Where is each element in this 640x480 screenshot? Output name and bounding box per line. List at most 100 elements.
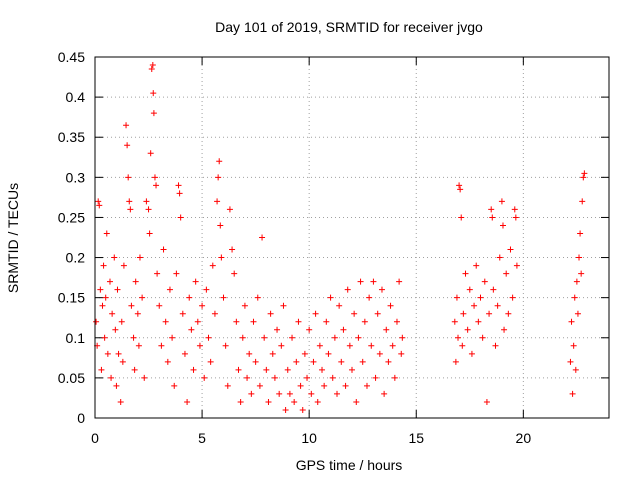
data-point (457, 186, 464, 193)
data-point (511, 206, 518, 213)
data-point (306, 326, 313, 333)
data-point (399, 334, 406, 341)
tick-labels: 0 0.05 0.1 0.15 0.2 0.25 0.3 0.35 0.4 0.45 0 5 10 15 2… (58, 49, 532, 446)
data-point (452, 358, 459, 365)
data-point (473, 262, 480, 269)
x-tick-label: 0 (91, 430, 99, 446)
data-point (282, 406, 289, 413)
data-point (114, 286, 121, 293)
data-point (127, 206, 134, 213)
data-point (141, 374, 148, 381)
data-point (196, 342, 203, 349)
data-point (101, 334, 108, 341)
data-point (370, 278, 377, 285)
data-point (286, 390, 293, 397)
data-point (263, 366, 270, 373)
data-point (568, 318, 575, 325)
data-point (134, 310, 141, 317)
data-point (471, 302, 478, 309)
data-point (124, 142, 131, 149)
data-point (280, 302, 287, 309)
data-point (246, 350, 253, 357)
data-point (304, 374, 311, 381)
data-point (363, 382, 370, 389)
x-tick-label: 20 (516, 430, 532, 446)
data-point (289, 334, 296, 341)
data-point (103, 230, 110, 237)
data-point (151, 174, 158, 181)
data-point (95, 198, 102, 205)
data-point (171, 382, 178, 389)
data-point (104, 350, 111, 357)
data-point (276, 390, 283, 397)
data-point (458, 214, 465, 221)
x-tick-label: 5 (198, 430, 206, 446)
data-point (224, 382, 231, 389)
data-point (574, 310, 581, 317)
y-tick-label: 0.3 (66, 169, 86, 185)
data-point (494, 302, 501, 309)
data-point (150, 110, 157, 117)
data-point (201, 374, 208, 381)
data-point (100, 262, 107, 269)
data-point (229, 246, 236, 253)
data-point (96, 202, 103, 209)
data-point (383, 326, 390, 333)
data-point (512, 214, 519, 221)
data-point (278, 342, 285, 349)
data-point (509, 294, 516, 301)
data-point (464, 326, 471, 333)
data-point (112, 326, 119, 333)
data-point (130, 334, 137, 341)
data-point (252, 358, 259, 365)
data-point (374, 310, 381, 317)
data-point (496, 254, 503, 261)
data-point (237, 398, 244, 405)
data-point (186, 294, 193, 301)
data-point (115, 350, 122, 357)
data-point (459, 342, 466, 349)
data-point (192, 278, 199, 285)
data-point (211, 310, 218, 317)
x-axis-label: GPS time / hours (296, 457, 403, 473)
data-point (207, 358, 214, 365)
data-point (396, 278, 403, 285)
data-point (216, 158, 223, 165)
data-point (261, 334, 268, 341)
data-point (483, 398, 490, 405)
data-point (490, 286, 497, 293)
data-point (203, 286, 210, 293)
data-point (259, 234, 266, 241)
data-point (567, 358, 574, 365)
data-point (150, 90, 157, 97)
data-point (381, 390, 388, 397)
data-point (503, 270, 510, 277)
data-point (271, 374, 278, 381)
x-tick-label: 15 (408, 430, 424, 446)
data-point (175, 182, 182, 189)
data-point (468, 350, 475, 357)
data-point (128, 302, 135, 309)
y-tick-label: 0.15 (58, 290, 85, 306)
data-point (218, 254, 225, 261)
data-point (111, 254, 118, 261)
data-point (98, 366, 105, 373)
data-point (194, 318, 201, 325)
data-point (250, 318, 257, 325)
y-tick-label: 0.2 (66, 250, 86, 266)
x-tick-label: 10 (301, 430, 317, 446)
data-point (123, 122, 130, 129)
data-point (342, 382, 349, 389)
data-point (222, 342, 229, 349)
y-tick-label: 0.1 (66, 330, 86, 346)
data-point (569, 390, 576, 397)
data-point (117, 398, 124, 405)
data-point (220, 294, 227, 301)
data-point (489, 214, 496, 221)
data-point (162, 318, 169, 325)
data-point (109, 310, 116, 317)
data-point (308, 390, 315, 397)
data-point (581, 170, 588, 177)
data-point (312, 310, 319, 317)
